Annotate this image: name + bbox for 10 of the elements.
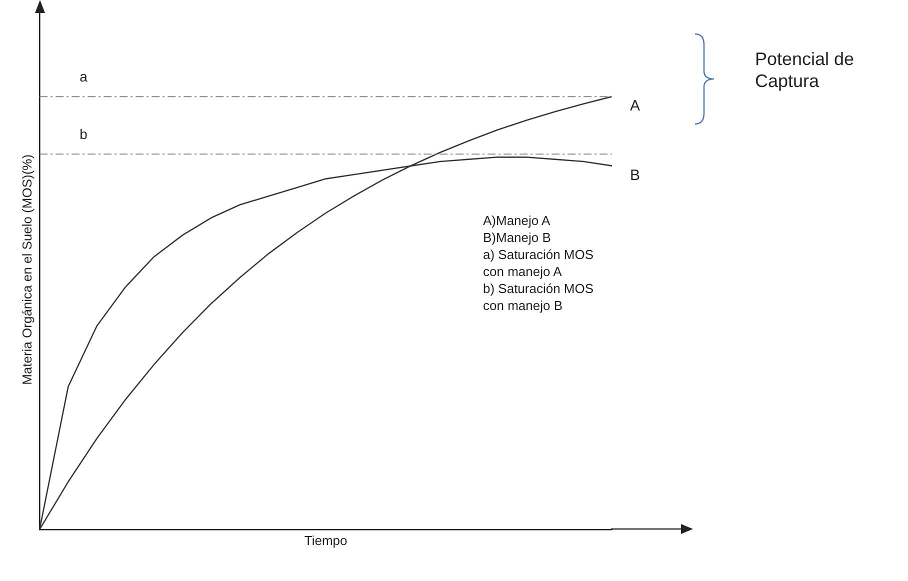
annotation: b) Saturación MOS con manejo B xyxy=(483,280,595,314)
ref-line-label: a xyxy=(80,68,88,84)
annotation: A)Manejo A xyxy=(483,212,552,229)
x-axis-title: Tiempo xyxy=(304,532,348,548)
text: Potencial de Captura xyxy=(755,48,856,92)
y-axis-title: Materia Orgánica en el Suelo (MOS)(%) xyxy=(19,154,34,385)
ref-line-label: b xyxy=(80,126,88,142)
series-label: B xyxy=(630,166,640,184)
series-label: A xyxy=(630,98,640,115)
annotation: B)Manejo B xyxy=(483,229,552,246)
